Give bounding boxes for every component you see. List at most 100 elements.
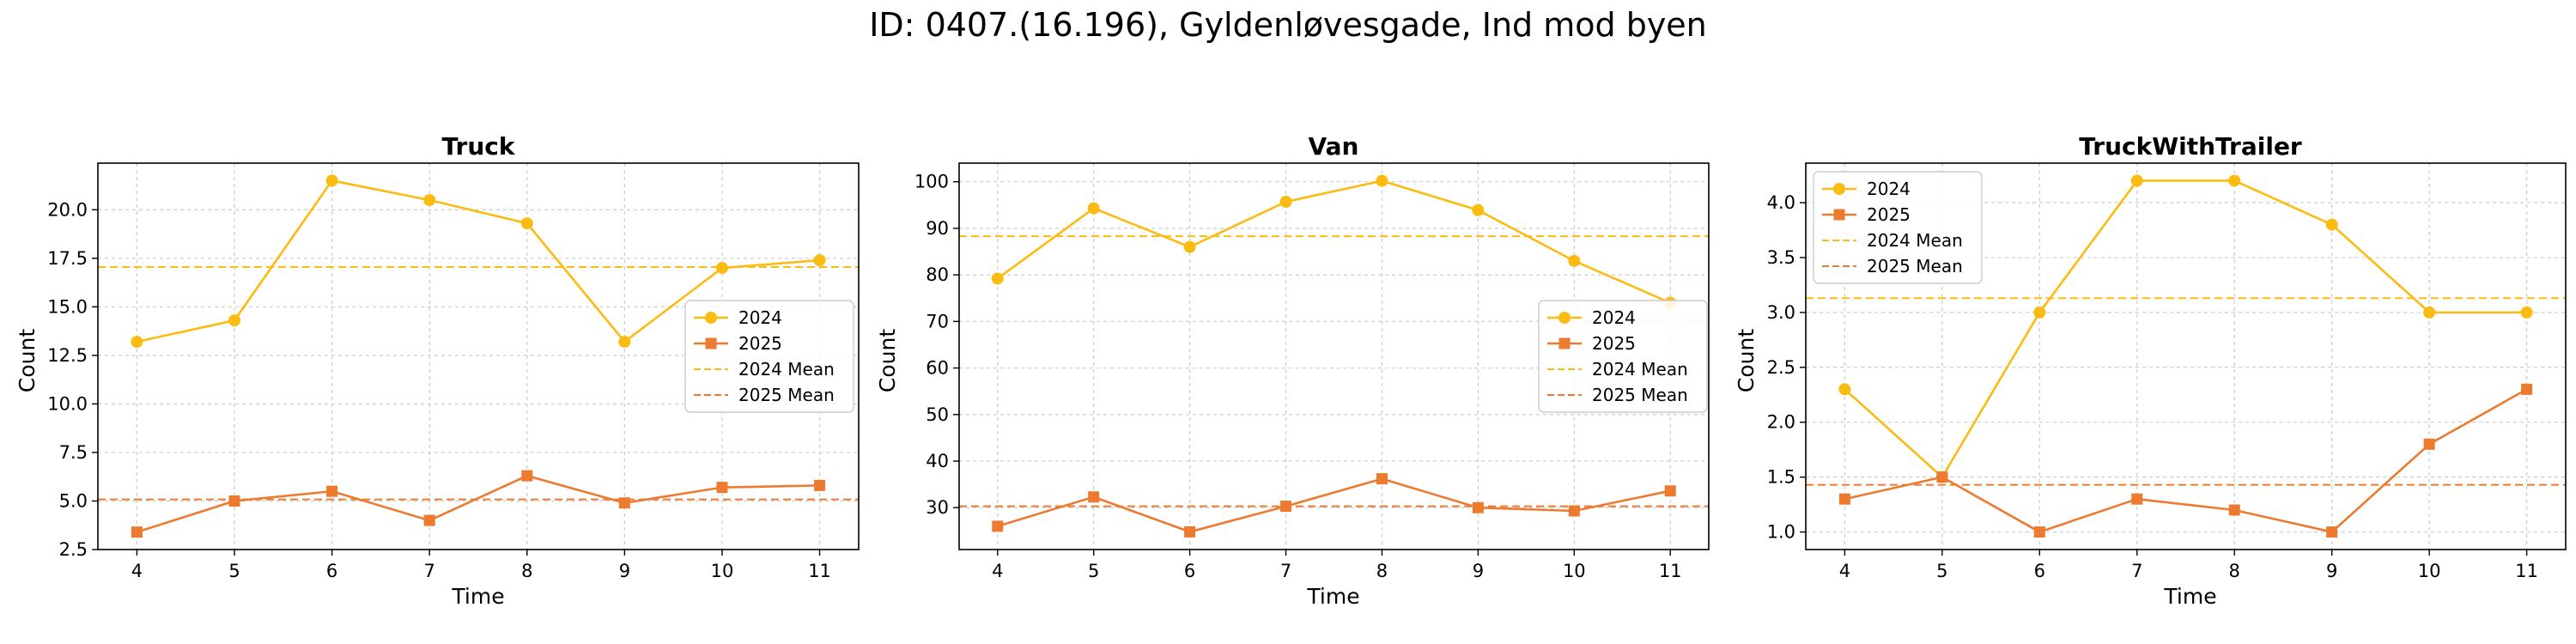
y-tick-label: 17.5 bbox=[47, 248, 88, 269]
panel-title: Van bbox=[1309, 132, 1359, 161]
legend-box bbox=[1538, 300, 1708, 413]
x-tick-label: 11 bbox=[2515, 561, 2538, 581]
x-tick-label: 6 bbox=[2034, 561, 2045, 581]
series-line-2024 bbox=[137, 179, 820, 343]
data-point-2025 bbox=[1936, 471, 1948, 483]
y-tick-label: 4.0 bbox=[1767, 192, 1795, 213]
data-point-2024 bbox=[2033, 306, 2046, 319]
series-line-2024 bbox=[997, 179, 1671, 304]
y-tick-label: 15.0 bbox=[47, 296, 88, 317]
legend-label: 2025 bbox=[738, 333, 782, 354]
x-tick-label: 8 bbox=[1376, 561, 1388, 581]
legend-marker bbox=[705, 337, 717, 349]
legend-marker bbox=[1558, 312, 1571, 324]
data-point-2025 bbox=[1838, 493, 1850, 505]
data-point-2024 bbox=[2228, 174, 2241, 187]
plot-frame bbox=[1805, 162, 2567, 550]
legend-label: 2024 bbox=[1867, 179, 1911, 199]
x-tick-label: 6 bbox=[1184, 561, 1195, 581]
legend-label: 2025 Mean bbox=[738, 385, 835, 405]
legend-label: 2024 Mean bbox=[1592, 359, 1688, 380]
x-tick-label: 9 bbox=[2326, 561, 2337, 581]
data-point-2024 bbox=[1838, 383, 1851, 396]
y-tick-label: 10.0 bbox=[47, 393, 88, 414]
y-tick-label: 30 bbox=[926, 497, 949, 518]
data-point-2025 bbox=[2131, 493, 2143, 505]
x-tick-label: 4 bbox=[1839, 561, 1850, 581]
y-tick-label: 2.5 bbox=[1767, 357, 1795, 378]
data-point-2025 bbox=[423, 514, 435, 526]
legend-marker bbox=[1558, 337, 1571, 349]
data-point-2025 bbox=[2033, 526, 2045, 538]
y-tick-label: 2.0 bbox=[1767, 412, 1795, 433]
data-point-2024 bbox=[715, 262, 728, 275]
data-point-2024 bbox=[520, 217, 533, 230]
data-point-2025 bbox=[992, 520, 1004, 532]
y-axis-label: Count bbox=[15, 329, 39, 392]
data-point-2025 bbox=[326, 485, 338, 497]
data-point-2024 bbox=[1568, 254, 1581, 267]
data-point-2025 bbox=[1472, 501, 1484, 513]
legend: 2024 2025 2024 Mean 2025 Mean bbox=[684, 300, 854, 413]
data-point-2025 bbox=[1280, 501, 1292, 513]
x-tick-label: 11 bbox=[808, 561, 831, 581]
data-point-2024 bbox=[1087, 202, 1100, 215]
x-tick-label: 11 bbox=[1659, 561, 1682, 581]
x-tick-label: 7 bbox=[1280, 561, 1291, 581]
y-tick-label: 2.5 bbox=[59, 539, 88, 560]
data-point-2024 bbox=[131, 336, 143, 349]
x-tick-label: 9 bbox=[619, 561, 630, 581]
data-point-2024 bbox=[1376, 174, 1388, 187]
legend-marker bbox=[705, 312, 717, 324]
x-tick-label: 5 bbox=[228, 561, 240, 581]
series-line-2025 bbox=[997, 477, 1671, 533]
data-point-2025 bbox=[2521, 383, 2533, 395]
legend-box bbox=[1813, 171, 1983, 284]
x-tick-label: 10 bbox=[2418, 561, 2441, 581]
x-tick-label: 4 bbox=[992, 561, 1003, 581]
data-point-2024 bbox=[2423, 306, 2436, 319]
x-tick-label: 10 bbox=[711, 561, 734, 581]
legend-label: 2025 bbox=[1592, 333, 1636, 354]
legend: 2024 2025 2024 Mean 2025 Mean bbox=[1538, 300, 1708, 413]
data-point-2024 bbox=[618, 336, 631, 349]
x-tick-label: 5 bbox=[1936, 561, 1947, 581]
legend-label: 2024 bbox=[738, 307, 782, 328]
x-tick-label: 5 bbox=[1088, 561, 1099, 581]
data-point-2025 bbox=[131, 526, 143, 538]
panel-title: Truck bbox=[442, 132, 516, 161]
data-point-2025 bbox=[618, 497, 630, 509]
data-point-2024 bbox=[2325, 218, 2338, 231]
data-point-2025 bbox=[1568, 505, 1580, 517]
y-tick-label: 1.5 bbox=[1767, 467, 1795, 488]
x-axis-label: Time bbox=[2163, 584, 2216, 609]
y-tick-label: 20.0 bbox=[47, 199, 88, 220]
x-tick-label: 9 bbox=[1473, 561, 1484, 581]
data-point-2024 bbox=[228, 314, 241, 327]
y-axis-label: Count bbox=[875, 329, 900, 392]
data-point-2024 bbox=[423, 193, 436, 206]
x-tick-label: 7 bbox=[424, 561, 435, 581]
y-tick-label: 3.5 bbox=[1767, 247, 1795, 268]
data-point-2025 bbox=[1088, 491, 1100, 503]
data-point-2025 bbox=[2326, 526, 2338, 538]
series-line-2024 bbox=[1844, 179, 2527, 479]
data-point-2025 bbox=[814, 479, 826, 491]
data-point-2025 bbox=[228, 495, 240, 507]
y-tick-label: 70 bbox=[926, 311, 949, 331]
legend-marker bbox=[1833, 209, 1845, 221]
legend-marker bbox=[1833, 183, 1845, 195]
x-tick-label: 8 bbox=[521, 561, 532, 581]
data-point-2024 bbox=[2130, 174, 2143, 187]
data-point-2024 bbox=[325, 174, 338, 187]
panel-title: TruckWithTrailer bbox=[2079, 132, 2302, 161]
legend: 2024 2025 2024 Mean 2025 Mean bbox=[1813, 171, 1983, 284]
data-point-2024 bbox=[2520, 306, 2533, 319]
y-tick-label: 12.5 bbox=[47, 345, 88, 366]
data-point-2024 bbox=[1183, 240, 1196, 253]
series-line-2025 bbox=[137, 474, 820, 533]
panel-van: Van Time Count 4 5 6 7 8 9 10 11 30 40 50 60 70 80 90 1… bbox=[875, 132, 1710, 609]
y-tick-label: 3.0 bbox=[1767, 302, 1795, 323]
data-point-2025 bbox=[521, 470, 533, 482]
